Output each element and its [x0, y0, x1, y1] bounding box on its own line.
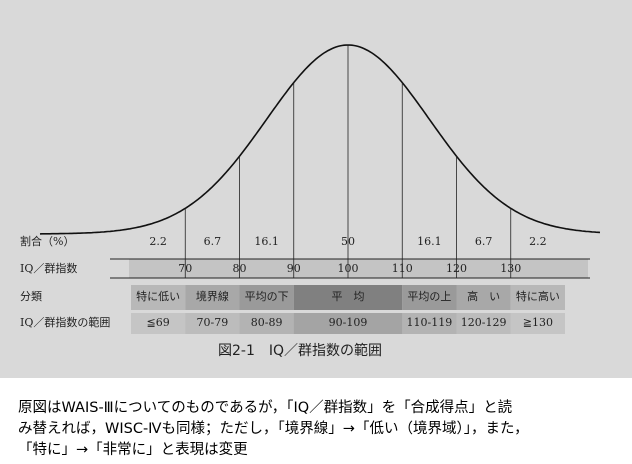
range-band: [402, 313, 457, 334]
note-line: 「特に」→「非常に」と表現は変更: [18, 442, 248, 458]
x-tick-label: 120: [446, 262, 467, 275]
class-label: 境界線: [196, 289, 229, 303]
range-band: [131, 313, 186, 334]
note-line: み替えれば，WISC-Ⅳも同様；ただし，「境界線」→「低い（境界域）」，また，: [18, 421, 529, 437]
iq-bar: [129, 259, 588, 278]
percent-label: 2.2: [529, 235, 547, 248]
x-tick-label: 130: [500, 262, 521, 275]
range-label: 70-79: [197, 316, 229, 329]
row-label: IQ／群指数の範囲: [20, 315, 110, 329]
class-band: [185, 285, 240, 310]
range-label: ≧130: [523, 316, 553, 329]
range-label: ≦69: [147, 316, 170, 329]
figure: 割合（%） IQ／群指数 分類 IQ／群指数の範囲 図2-1 IQ／群指数の範囲…: [0, 0, 632, 378]
class-label: 平均の下: [245, 290, 289, 303]
row-label: 割合（%）: [20, 234, 74, 248]
row-label: IQ／群指数: [20, 261, 77, 275]
class-label: 高 い: [467, 289, 500, 303]
note: 原図はWAIS-Ⅲについてのものであるが，「IQ／群指数」を「合成得点」と読 み…: [18, 398, 628, 461]
range-band: [293, 313, 403, 334]
percent-label: 16.1: [417, 235, 442, 248]
class-band: [402, 285, 457, 310]
normal-curve: [39, 44, 601, 235]
percent-label: 2.2: [149, 235, 167, 248]
class-band: [131, 285, 186, 310]
class-label: 平 均: [332, 290, 365, 303]
range-label: 120-129: [461, 316, 507, 329]
class-label: 特に高い: [516, 289, 560, 303]
note-line: 原図はWAIS-Ⅲについてのものであるが，「IQ／群指数」を「合成得点」と読: [18, 400, 513, 416]
class-label: 特に低い: [136, 289, 180, 303]
x-tick-label: 70: [178, 262, 192, 275]
range-label: 90-109: [329, 316, 368, 329]
percent-label: 6.7: [204, 235, 222, 248]
range-label: 110-119: [407, 316, 453, 329]
x-tick-label: 90: [287, 262, 301, 275]
range-band: [185, 313, 240, 334]
class-label: 平均の上: [407, 290, 451, 303]
range-band: [510, 313, 565, 334]
x-tick-label: 110: [392, 262, 413, 275]
class-band: [293, 285, 403, 310]
range-label: 80-89: [251, 316, 283, 329]
percent-label: 16.1: [254, 235, 279, 248]
class-band: [510, 285, 565, 310]
x-tick-label: 100: [338, 262, 359, 275]
caption: 図2-1 IQ／群指数の範囲: [218, 342, 382, 359]
class-band: [239, 285, 294, 310]
row-label: 分類: [20, 290, 42, 303]
range-band: [239, 313, 294, 334]
class-band: [456, 285, 511, 310]
range-band: [456, 313, 511, 334]
percent-label: 6.7: [475, 235, 493, 248]
x-tick-label: 80: [233, 262, 247, 275]
